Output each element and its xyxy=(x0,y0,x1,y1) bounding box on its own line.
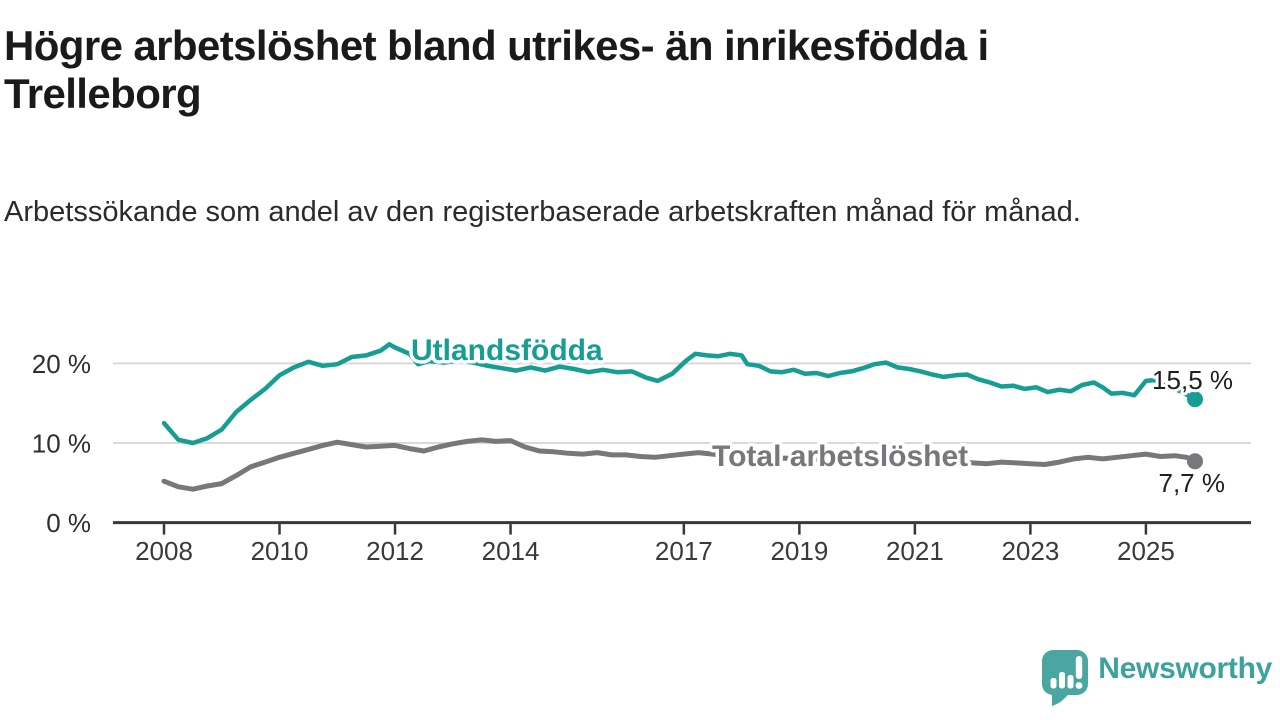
x-axis-tick-label: 2008 xyxy=(135,536,193,566)
x-axis-tick-label: 2019 xyxy=(770,536,828,566)
y-axis-tick-label: 0 % xyxy=(46,508,91,538)
x-axis-tick-label: 2014 xyxy=(482,536,540,566)
y-axis-tick-label: 20 % xyxy=(32,349,91,379)
page-title: Högre arbetslöshet bland utrikes- än inr… xyxy=(4,22,989,118)
end-dots xyxy=(1187,391,1204,470)
newsworthy-wordmark: Newsworthy xyxy=(1098,652,1272,685)
x-axis-tick-label: 2017 xyxy=(655,536,713,566)
utlandsfodda-line xyxy=(161,342,1198,446)
y-axis-tick-label: 10 % xyxy=(32,429,91,459)
x-axis-tick-label: 2010 xyxy=(251,536,309,566)
series-label-utlandsfodda: Utlandsfödda xyxy=(411,334,603,367)
total-arbetsloshet-end-dot xyxy=(1187,453,1204,470)
x-axis: 2008 2010 2012 2014 2017 2019 2021 2023 2025 xyxy=(113,521,1251,566)
x-axis-tick-label: 2023 xyxy=(1001,536,1059,566)
total-arbetsloshet-line xyxy=(161,437,1198,492)
utlandsfodda-end-dot xyxy=(1187,391,1204,408)
newsworthy-logo-icon xyxy=(1042,650,1089,706)
page-subtitle: Arbetssökande som andel av den registerb… xyxy=(4,196,1081,228)
data-series xyxy=(161,342,1198,492)
x-axis-tick-label: 2025 xyxy=(1117,536,1175,566)
end-value-total-arbetsloshet: 7,7 % xyxy=(1159,468,1226,498)
end-value-utlandsfodda: 15,5 % xyxy=(1152,365,1233,395)
newsworthy-branding: Newsworthy xyxy=(1041,645,1272,707)
x-axis-tick-label: 2012 xyxy=(366,536,424,566)
series-label-total-arbetsloshet: Total arbetslöshet xyxy=(712,440,968,473)
x-axis-tick-label: 2021 xyxy=(886,536,944,566)
y-axis-labels: 20 % 10 % 0 % xyxy=(32,349,91,538)
